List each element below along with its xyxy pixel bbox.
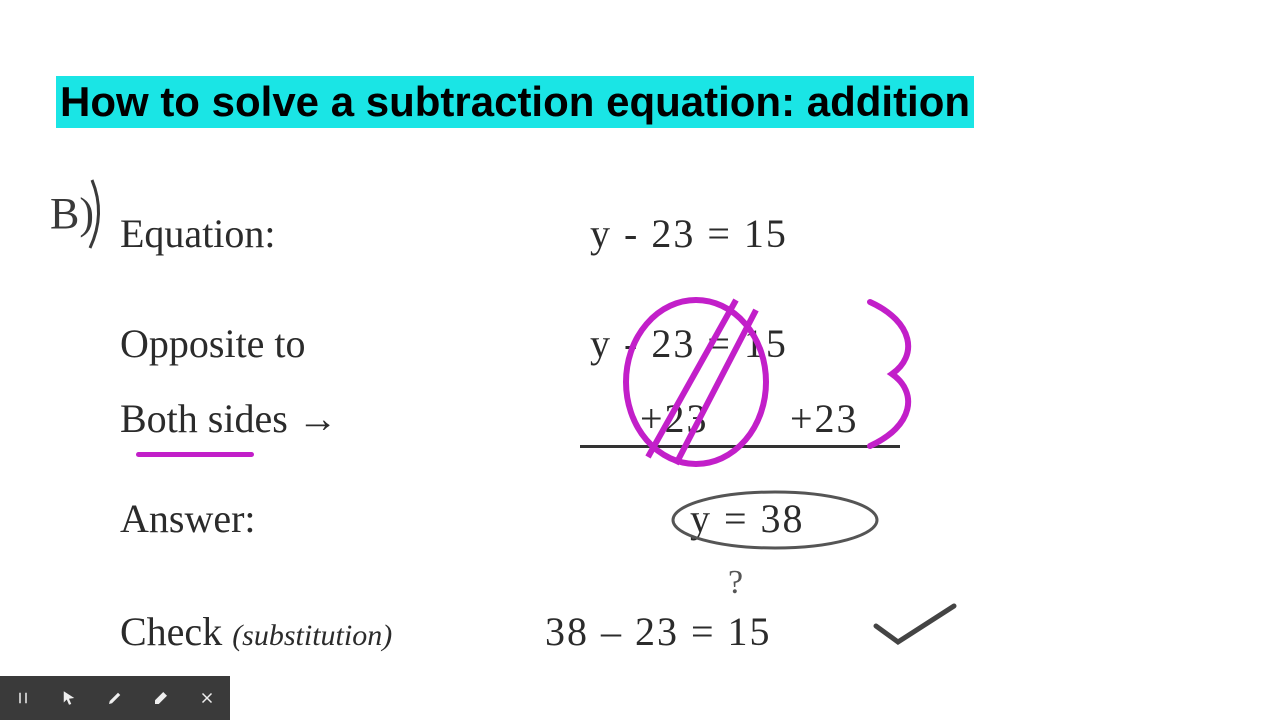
pen-button[interactable] (92, 676, 138, 720)
expr-check-qmark: ? (728, 564, 745, 602)
label-check-main: Check (120, 609, 232, 654)
pointer-icon (60, 689, 78, 707)
label-opposite: Opposite to (120, 320, 306, 367)
close-icon (198, 689, 216, 707)
brace-right (858, 296, 930, 452)
cancel-oval (618, 292, 778, 472)
expr-equation: y - 23 = 15 (590, 210, 788, 257)
label-answer: Answer: (120, 495, 256, 542)
pen-icon (106, 689, 124, 707)
label-check-italic: (substitution) (232, 619, 392, 652)
answer-circle (665, 486, 885, 556)
expr-check: 38 – 23 = 15 (545, 608, 772, 655)
label-equation: Equation: (120, 210, 276, 257)
both-sides-underline (136, 452, 254, 457)
label-both-sides: Both sides → (120, 395, 338, 442)
highlighter-icon (152, 689, 170, 707)
pointer-button[interactable] (46, 676, 92, 720)
label-check: Check (substitution) (120, 608, 392, 655)
slide: How to solve a subtraction equation: add… (0, 0, 1280, 720)
pause-button[interactable] (0, 676, 46, 720)
expr-plus23-right: +23 (790, 395, 859, 442)
slide-title: How to solve a subtraction equation: add… (56, 76, 974, 128)
highlighter-button[interactable] (138, 676, 184, 720)
letter-paren (82, 176, 112, 252)
annotation-toolbar (0, 676, 230, 720)
checkmark-icon (870, 600, 960, 650)
pause-icon (14, 689, 32, 707)
close-button[interactable] (184, 676, 230, 720)
